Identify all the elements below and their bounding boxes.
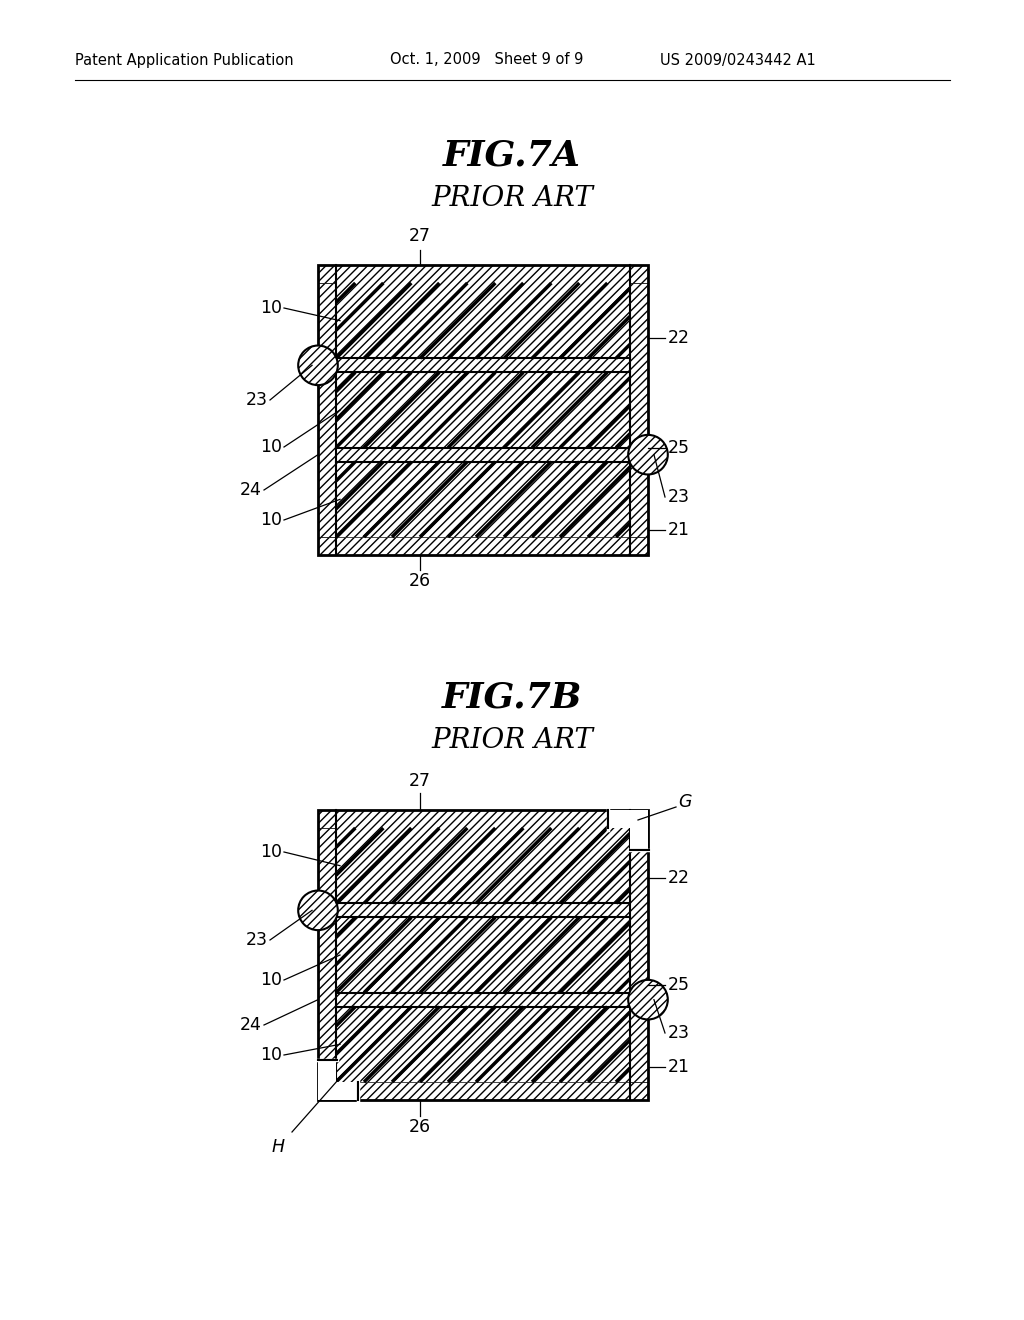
- Text: 10: 10: [260, 972, 282, 989]
- Bar: [318, 282, 336, 537]
- Text: 23: 23: [246, 391, 268, 409]
- Bar: [318, 810, 648, 828]
- Bar: [318, 1082, 648, 1100]
- Text: 23: 23: [668, 488, 690, 506]
- Text: Oct. 1, 2009   Sheet 9 of 9: Oct. 1, 2009 Sheet 9 of 9: [390, 53, 584, 67]
- Bar: [336, 828, 630, 903]
- Bar: [336, 1007, 630, 1082]
- Text: 10: 10: [260, 511, 282, 529]
- Bar: [336, 993, 630, 1007]
- Text: Patent Application Publication: Patent Application Publication: [75, 53, 294, 67]
- Text: 22: 22: [668, 329, 690, 347]
- Bar: [608, 810, 648, 828]
- Text: 24: 24: [240, 1016, 262, 1034]
- Bar: [336, 462, 630, 537]
- Bar: [630, 810, 648, 850]
- Bar: [336, 282, 630, 358]
- Bar: [336, 993, 630, 1007]
- Text: 21: 21: [668, 1059, 690, 1076]
- Bar: [630, 828, 648, 1082]
- Text: 26: 26: [409, 572, 431, 590]
- Bar: [336, 358, 630, 372]
- Bar: [336, 372, 630, 447]
- Bar: [336, 903, 630, 917]
- Bar: [318, 828, 336, 1082]
- Circle shape: [298, 891, 338, 931]
- Text: 10: 10: [260, 843, 282, 861]
- Bar: [336, 917, 630, 993]
- Circle shape: [628, 979, 668, 1019]
- Text: 27: 27: [409, 772, 431, 789]
- Bar: [336, 1007, 630, 1082]
- Circle shape: [298, 346, 338, 385]
- Bar: [318, 265, 648, 282]
- Text: 23: 23: [246, 931, 268, 949]
- Text: G: G: [678, 793, 691, 810]
- Text: PRIOR ART: PRIOR ART: [431, 727, 593, 755]
- Text: H: H: [271, 1138, 285, 1156]
- Text: 21: 21: [668, 521, 690, 539]
- Text: 23: 23: [668, 1024, 690, 1041]
- Text: PRIOR ART: PRIOR ART: [431, 185, 593, 211]
- Bar: [336, 282, 630, 358]
- Bar: [336, 358, 630, 372]
- Bar: [318, 537, 648, 554]
- Bar: [318, 1082, 357, 1100]
- Text: FIG.7A: FIG.7A: [443, 139, 581, 172]
- Bar: [336, 828, 630, 903]
- Text: 10: 10: [260, 300, 282, 317]
- Bar: [318, 265, 648, 554]
- Text: 24: 24: [240, 480, 262, 499]
- Text: 10: 10: [260, 1045, 282, 1064]
- Text: 22: 22: [668, 869, 690, 887]
- Bar: [630, 282, 648, 537]
- Bar: [336, 372, 630, 447]
- Text: 25: 25: [668, 975, 690, 994]
- Bar: [318, 810, 648, 1100]
- Text: 26: 26: [409, 1118, 431, 1137]
- Bar: [336, 917, 630, 993]
- Bar: [318, 810, 648, 1100]
- Text: 25: 25: [668, 440, 690, 457]
- Text: 10: 10: [260, 438, 282, 455]
- Bar: [336, 903, 630, 917]
- Text: FIG.7B: FIG.7B: [441, 681, 583, 715]
- Bar: [336, 462, 630, 537]
- Text: 27: 27: [409, 227, 431, 246]
- Bar: [336, 447, 630, 462]
- Circle shape: [628, 434, 668, 474]
- Bar: [336, 447, 630, 462]
- Text: US 2009/0243442 A1: US 2009/0243442 A1: [660, 53, 816, 67]
- Bar: [318, 265, 648, 554]
- Bar: [318, 1060, 336, 1100]
